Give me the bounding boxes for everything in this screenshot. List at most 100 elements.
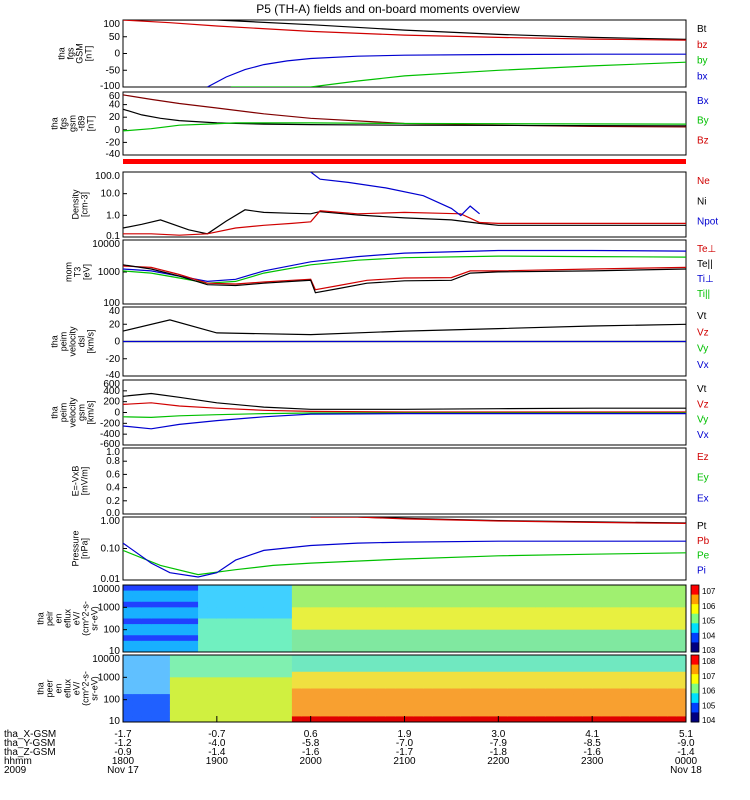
spectrogram-cell <box>385 585 396 592</box>
spectrogram-cell <box>348 671 359 678</box>
y-tick-label: 0.6 <box>106 469 120 480</box>
spectrogram-cell <box>244 629 255 636</box>
spectrogram-cell <box>263 624 274 631</box>
spectrogram-cell <box>207 629 218 636</box>
spectrogram-cell <box>535 601 546 608</box>
spectrogram-cell <box>216 624 227 631</box>
spectrogram-cell <box>151 682 162 689</box>
spectrogram-cell <box>160 694 171 701</box>
spectrogram-cell <box>423 688 434 695</box>
spectrogram-cell <box>629 655 640 662</box>
spectrogram-cell <box>442 596 452 603</box>
spectrogram-cell <box>254 688 265 695</box>
spectrogram-cell <box>329 601 340 608</box>
spectrogram-cell <box>517 612 527 619</box>
spectrogram-cell <box>582 624 593 631</box>
spectrogram-cell <box>151 590 162 597</box>
spectrogram-cell <box>141 601 152 608</box>
spectrogram-cell <box>301 624 312 631</box>
spectrogram-cell <box>301 677 312 684</box>
y-tick-label: 200 <box>103 397 120 408</box>
spectrogram-cell <box>385 601 396 608</box>
spectrogram-cell <box>573 660 584 667</box>
spectrogram-cell <box>366 635 377 642</box>
spectrogram-cell <box>226 629 237 636</box>
spectrogram-cell <box>179 618 190 625</box>
spectrogram-cell <box>667 590 678 597</box>
spectrogram-cell <box>141 699 152 706</box>
colorbar-frame <box>690 654 700 723</box>
spectrogram-cell <box>132 671 143 678</box>
spectrogram-cell <box>244 601 255 608</box>
spectrogram-cell <box>620 590 631 597</box>
spectrogram-cell <box>479 716 490 723</box>
spectrogram-cell <box>310 716 321 723</box>
y-label-line: peim <box>59 332 69 352</box>
spectrogram-cell <box>273 694 284 701</box>
spectrogram-cell <box>667 682 678 689</box>
y-tick-label: -20 <box>106 137 121 148</box>
spectrogram-cell <box>263 601 274 608</box>
spectrogram-cell <box>216 590 227 597</box>
spectrogram-cell <box>282 660 293 667</box>
spectrogram-cell <box>235 688 246 695</box>
spectrogram-cell <box>198 705 208 712</box>
spectrogram-cell <box>198 694 208 701</box>
spectrogram-cell <box>132 646 143 653</box>
spectrogram-cell <box>216 682 227 689</box>
spectrogram-cell <box>273 618 284 625</box>
spectrogram-cell <box>244 660 255 667</box>
spectrogram-cell <box>385 596 396 603</box>
spectrogram-cell <box>629 646 640 653</box>
y-tick-label: 100 <box>103 298 120 309</box>
spectrogram-cell <box>357 635 368 642</box>
spectrogram-cell <box>244 716 255 723</box>
spectrogram-cell <box>320 677 330 684</box>
spectrogram-cell <box>573 694 584 701</box>
spectrogram-cell <box>676 640 687 647</box>
x-tick-label: -0.7 <box>208 729 226 740</box>
spectrogram-cell <box>366 624 377 631</box>
spectrogram-cell <box>573 699 584 706</box>
spectrogram-cell <box>338 666 349 673</box>
spectrogram-cell <box>413 655 424 662</box>
spectrogram-cell <box>639 585 649 592</box>
y-tick-label: 0.01 <box>101 574 121 585</box>
spectrogram-cell <box>357 612 368 619</box>
spectrogram-cell <box>554 682 565 689</box>
spectrogram-cell <box>179 601 190 608</box>
spectrogram-cell <box>273 682 284 689</box>
spectrogram-cell <box>639 699 649 706</box>
spectrogram-cell <box>620 607 631 614</box>
spectrogram-cell <box>123 694 133 701</box>
spectrogram-cell <box>545 666 556 673</box>
spectrogram-cell <box>226 710 237 717</box>
spectrogram-cell <box>479 590 490 597</box>
spectrogram-cell <box>282 705 293 712</box>
spectrogram-cell <box>366 666 377 673</box>
spectrogram-cell <box>545 710 556 717</box>
spectrogram-cell <box>479 612 490 619</box>
spectrogram-cell <box>667 660 678 667</box>
series-by-line <box>230 61 686 87</box>
y-tick-label: 0 <box>114 337 120 348</box>
spectrogram-cell <box>301 705 312 712</box>
spectrogram-cell <box>526 646 537 653</box>
spectrogram-cell <box>198 671 208 678</box>
x-tick-label: -1.8 <box>490 747 508 758</box>
spectrogram-cell <box>235 601 246 608</box>
x-row-label: tha_Y-GSM <box>4 738 55 749</box>
spectrogram-cell <box>676 699 687 706</box>
spectrogram-cell <box>451 624 462 631</box>
y-tick-label: 0.2 <box>106 496 120 507</box>
spectrogram-cell <box>254 660 265 667</box>
spectrogram-cell <box>592 666 603 673</box>
spectrogram-cell <box>235 612 246 619</box>
spectrogram-cell <box>535 705 546 712</box>
spectrogram-cell <box>291 596 302 603</box>
spectrogram-cell <box>479 699 490 706</box>
legend-entry: Ni <box>697 196 706 207</box>
spectrogram-cell <box>141 624 152 631</box>
spectrogram-cell <box>432 629 443 636</box>
spectrogram-cell <box>526 585 537 592</box>
